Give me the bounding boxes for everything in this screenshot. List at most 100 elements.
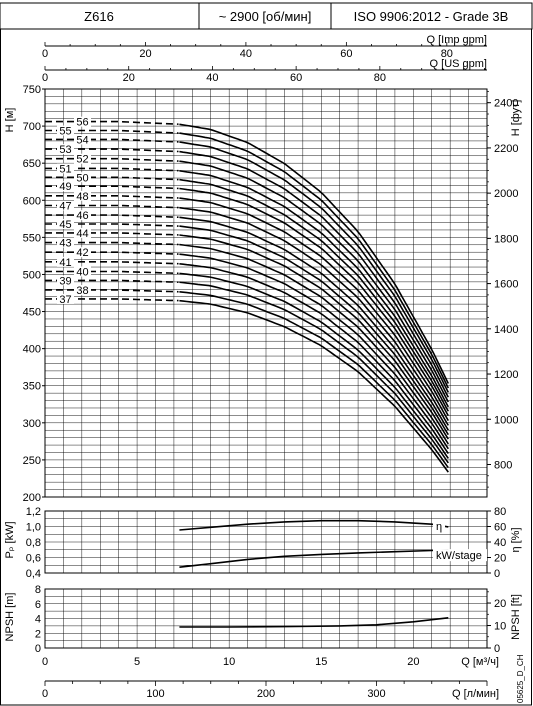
power-y-axis-label: Pₚ [kW]: [4, 521, 16, 558]
stage-label-bg-44: [74, 227, 91, 238]
stage-label-38: 38: [76, 285, 88, 297]
lpm-tick-label: 100: [146, 688, 164, 700]
head-curve-50-dashed: [45, 176, 179, 181]
power-y-tick-label: 0,8: [26, 537, 41, 549]
head-curve-46: [179, 216, 449, 431]
head-y-tick-label: 350: [23, 381, 41, 393]
stage-label-51: 51: [59, 163, 71, 175]
curves-layer: [45, 120, 450, 628]
stage-label-bg-50: [74, 172, 91, 183]
head-curve-52: [179, 160, 450, 403]
imp-tick-label: 60: [340, 48, 352, 60]
eff-y-axis-label: η [%]: [510, 527, 522, 552]
power-y-tick-label: 1,2: [26, 506, 41, 518]
stage-label-bg-48: [74, 190, 91, 201]
stage-label-39: 39: [59, 275, 71, 287]
npsh-y2-tick-label: 10: [494, 621, 506, 633]
us-tick-label: 40: [206, 72, 218, 84]
stage-label-49: 49: [59, 181, 71, 193]
head-curve-40-dashed: [45, 270, 179, 275]
head-curve-46-dashed: [45, 214, 179, 218]
stage-label-54: 54: [76, 134, 88, 146]
head-curve-44-dashed: [45, 232, 179, 236]
stage-label-41: 41: [59, 257, 71, 269]
q-m3h-axis-label: Q [м³/ч]: [461, 656, 499, 668]
head-curve-48-dashed: [45, 195, 179, 199]
stage-label-bg-47: [57, 200, 74, 211]
stage-label-50: 50: [76, 172, 88, 184]
head-curve-51: [179, 170, 450, 408]
head-curve-37: [179, 299, 449, 473]
stage-label-bg-39: [57, 275, 74, 286]
stage-label-47: 47: [59, 200, 71, 212]
head-curve-41: [179, 263, 449, 455]
stage-label-37: 37: [59, 294, 71, 306]
lpm-tick-label: 200: [257, 688, 275, 700]
stage-label-bg-37: [57, 293, 74, 304]
head-curve-43: [179, 243, 449, 445]
head-y-tick-label: 300: [23, 418, 41, 430]
side-code: 05625_D_CH: [516, 654, 525, 703]
head-curve-38: [179, 291, 449, 469]
head-y2-tick-label: 2400: [494, 98, 518, 110]
head-panel-frame: [44, 88, 488, 498]
axes-layer: 0 20 40 60 80Q [Imp gpm]0 20 40 60 80Q [US gpm]2…: [4, 34, 522, 700]
head-y-tick-label: 500: [23, 269, 41, 281]
head-y-tick-label: 600: [23, 195, 41, 207]
power-y-tick-label: 0,4: [26, 568, 41, 580]
head-curve-42-dashed: [45, 251, 179, 255]
lpm-tick-label: 0: [42, 688, 48, 700]
head-curve-56: [179, 123, 450, 384]
stage-label-56: 56: [76, 117, 88, 129]
stage-label-55: 55: [59, 126, 71, 138]
sheet-frame: [0, 28, 532, 706]
stage-label-bg-46: [74, 210, 91, 221]
head-y2-tick-label: 1200: [494, 369, 518, 381]
eff-y-tick-label: 40: [494, 537, 506, 549]
imp-tick-label: 40: [240, 48, 252, 60]
head-curve-39: [179, 281, 449, 464]
us-tick-label: 20: [123, 72, 135, 84]
curve-npsh: [179, 617, 449, 628]
stage-label-bg-43: [57, 237, 74, 248]
q-m3h-tick-label: 20: [407, 656, 419, 668]
eff-y-tick-label: 20: [494, 553, 506, 565]
imp-axis-label: Q [Imp gpm]: [426, 34, 487, 46]
npsh-y-tick-label: 2: [35, 628, 41, 640]
stage-label-bg-55: [57, 125, 74, 136]
stage-label-43: 43: [59, 238, 71, 250]
stage-label-bg-56: [74, 116, 91, 127]
head-curve-54: [179, 141, 450, 393]
npsh-y-axis-label: NPSH [m]: [4, 593, 16, 642]
npsh-y-tick-label: 0: [35, 643, 41, 655]
stage-label-bg-49: [57, 181, 74, 192]
npsh-y2-axis-label: NPSH [ft]: [510, 594, 522, 640]
head-y2-tick-label: 800: [494, 459, 512, 471]
stage-label-44: 44: [76, 228, 88, 240]
us-tick-label: 0: [42, 72, 48, 84]
eta-label-bg: [433, 519, 445, 531]
labels-layer: 37 38 39 40 41 42 43 44 45 46 47 48 49 50 51 52 53 54 55 56…: [57, 116, 487, 562]
head-curve-42: [179, 253, 449, 450]
stage-label-bg-41: [57, 256, 74, 267]
head-curve-54-dashed: [45, 138, 179, 143]
head-y-tick-label: 650: [23, 158, 41, 170]
head-y-tick-label: 700: [23, 121, 41, 133]
stage-label-bg-42: [74, 247, 91, 258]
eff-y-tick-label: 80: [494, 506, 506, 518]
head-y2-tick-label: 2200: [494, 143, 518, 155]
stage-label-45: 45: [59, 219, 71, 231]
stage-label-bg-45: [57, 219, 74, 230]
head-curve-38-dashed: [45, 289, 179, 293]
head-curve-52-dashed: [45, 157, 179, 162]
head-y-tick-label: 550: [23, 232, 41, 244]
imp-tick-label: 20: [139, 48, 151, 60]
stage-label-48: 48: [76, 191, 88, 203]
head-curve-48: [179, 197, 449, 421]
head-curve-56-dashed: [45, 120, 179, 125]
us-tick-label: 60: [290, 72, 302, 84]
head-y-tick-label: 450: [23, 307, 41, 319]
stage-label-52: 52: [76, 154, 88, 166]
us-axis-label: Q [US gpm]: [430, 58, 487, 70]
